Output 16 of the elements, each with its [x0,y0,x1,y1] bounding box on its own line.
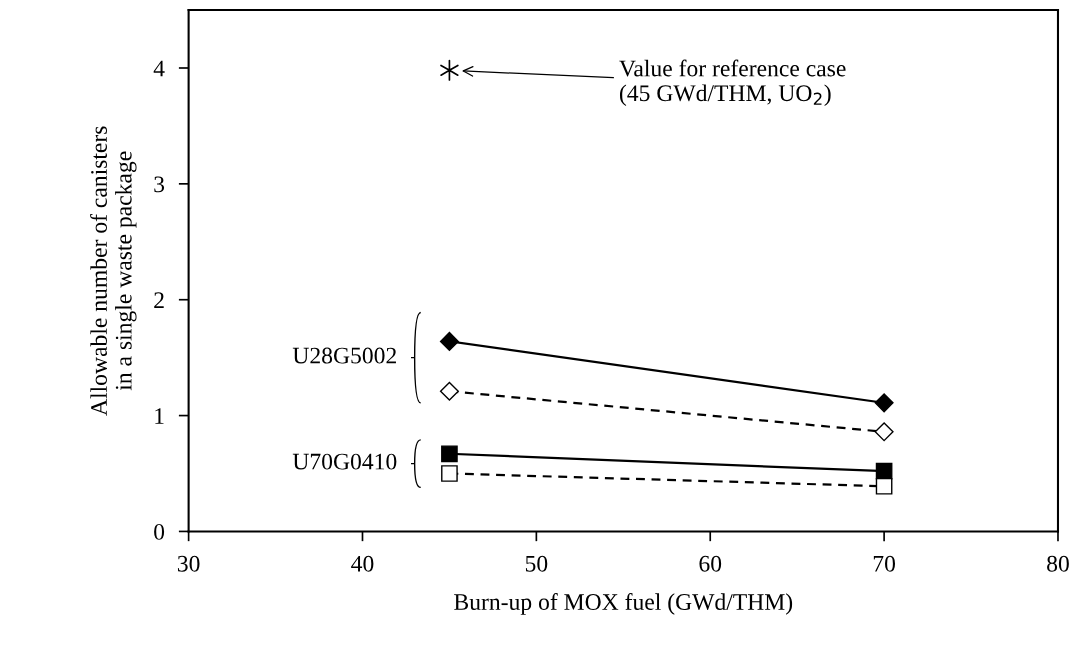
x-tick-label: 50 [525,555,548,572]
y-tick-label: 2 [154,292,164,308]
x-tick-label: 40 [351,555,374,572]
x-tick-label: 60 [699,555,722,572]
y-tick-label: 3 [154,176,165,193]
y-axis-title: Allowable number of canisters in a single waste package [90,126,137,416]
x-tick-label: 70 [873,555,896,572]
y-tick-label: 1 [155,408,164,424]
annotation: Value for reference case (45 GWd/THM, UO$_{2}$) [619,59,846,106]
annotation: U70G0410 [292,453,397,470]
x-tick-label: 30 [177,555,200,572]
annotation: U28G5002 [292,347,396,364]
x-tick-label: 80 [1047,555,1069,572]
x-axis-title: Burn-up of MOX fuel (GWd/THM) [454,593,793,615]
y-tick-label: 4 [153,60,165,77]
y-tick-label: 0 [154,523,165,540]
